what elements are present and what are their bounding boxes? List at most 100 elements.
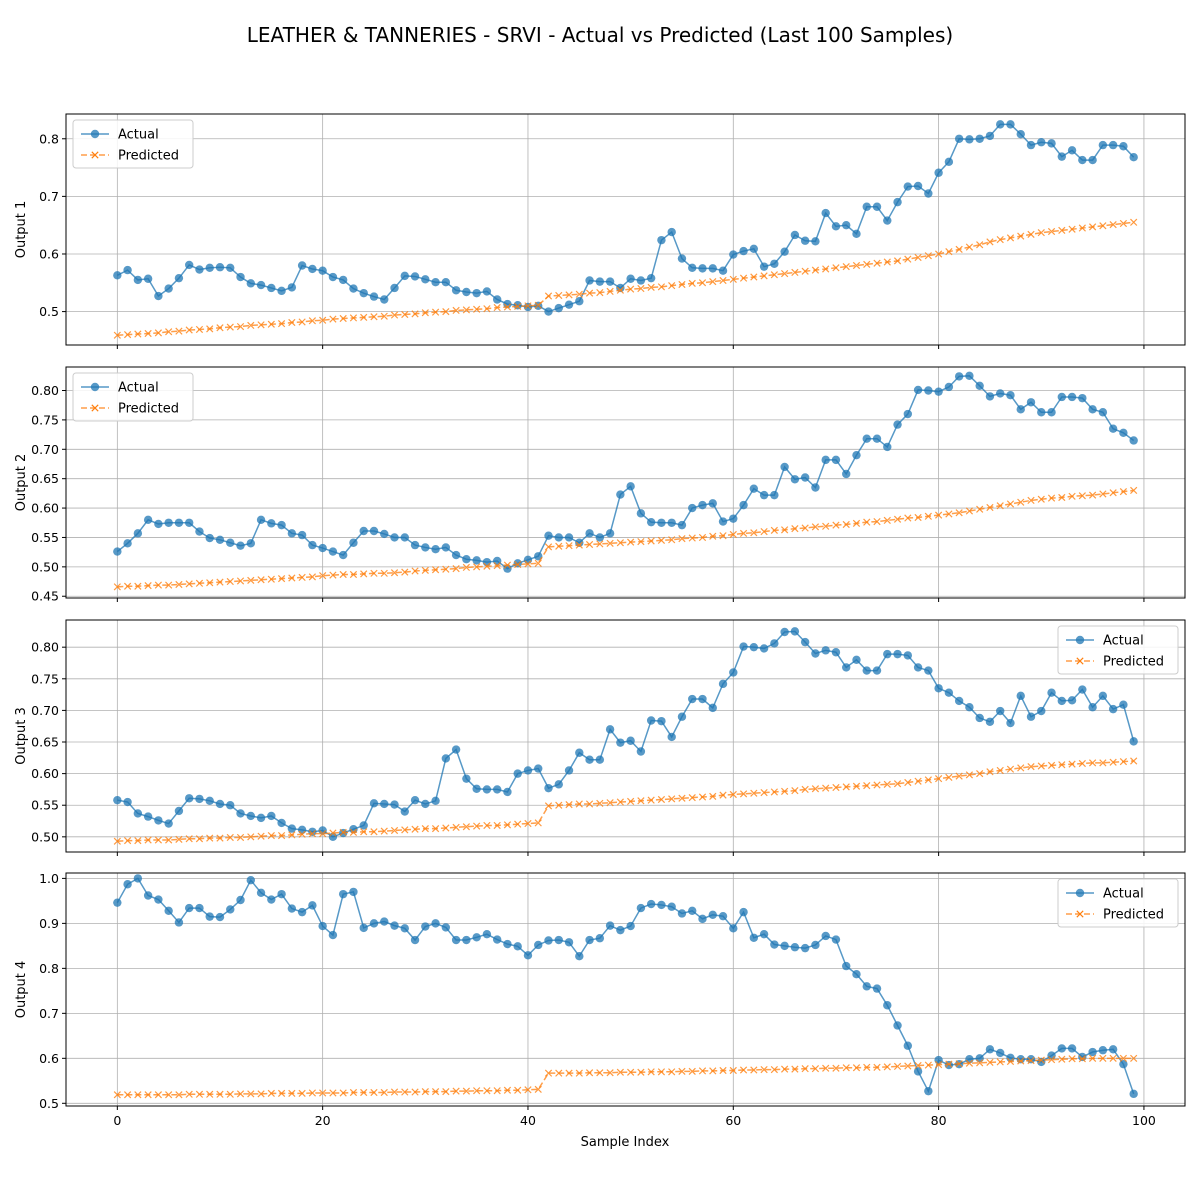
point-actual — [985, 1045, 995, 1054]
point-actual — [1098, 1046, 1108, 1055]
point-actual — [534, 764, 543, 773]
point-predicted — [544, 543, 553, 551]
point-actual — [996, 706, 1005, 716]
point-actual — [308, 540, 317, 550]
point-actual — [944, 382, 954, 392]
legend-marker-actual — [90, 129, 100, 139]
point-predicted — [668, 1068, 676, 1076]
point-predicted — [1130, 486, 1138, 495]
point-predicted — [1119, 757, 1128, 766]
point-predicted — [113, 837, 121, 845]
point-predicted — [976, 1059, 984, 1067]
point-predicted — [1130, 1054, 1138, 1062]
point-actual — [400, 271, 409, 281]
point-actual — [421, 799, 430, 809]
point-actual — [287, 283, 297, 292]
point-actual — [934, 387, 943, 396]
point-predicted — [616, 286, 624, 294]
point-actual — [1108, 424, 1118, 433]
point-predicted — [585, 289, 594, 297]
point-actual — [821, 646, 830, 655]
point-predicted — [873, 781, 881, 789]
axes-frame — [65, 619, 1186, 853]
y-axis-label: Output 2 — [14, 454, 29, 512]
point-predicted — [185, 835, 193, 843]
point-actual — [226, 905, 235, 914]
point-actual — [133, 874, 143, 883]
series-line-actual — [116, 877, 1135, 1095]
point-predicted — [534, 1085, 542, 1093]
point-predicted — [1017, 498, 1025, 506]
point-actual — [349, 284, 358, 293]
point-predicted — [770, 271, 778, 279]
point-predicted — [226, 323, 234, 331]
point-predicted — [319, 1089, 327, 1097]
point-actual — [184, 260, 194, 270]
point-actual — [164, 518, 173, 527]
point-actual — [267, 283, 276, 293]
point-actual — [595, 755, 605, 764]
legend-label-actual: Actual — [118, 128, 159, 143]
point-predicted — [175, 580, 183, 589]
point-predicted — [678, 1067, 686, 1075]
point-actual — [729, 668, 738, 677]
point-predicted — [339, 828, 347, 837]
point-actual — [431, 545, 440, 554]
point-predicted — [216, 1090, 224, 1098]
point-predicted — [1109, 758, 1117, 766]
point-predicted — [288, 574, 296, 582]
point-predicted — [473, 563, 481, 571]
point-predicted — [421, 566, 429, 574]
point-actual — [605, 725, 615, 734]
point-predicted — [657, 536, 666, 545]
point-actual — [328, 547, 338, 556]
point-predicted — [1017, 232, 1025, 240]
point-actual — [277, 889, 286, 899]
subplot-1: 0.5 0.6 0.7 0.8 Output 1 Actual Predicted — [14, 113, 1186, 349]
point-actual — [883, 649, 892, 659]
point-predicted — [719, 1066, 727, 1075]
y-tick-label: 0.60 — [31, 766, 59, 781]
point-actual — [954, 134, 964, 143]
series-line-predicted — [117, 760, 1134, 842]
point-predicted — [339, 1089, 347, 1097]
point-actual — [1129, 737, 1138, 746]
point-predicted — [1078, 1055, 1086, 1063]
point-actual — [636, 747, 646, 756]
point-actual — [1047, 408, 1056, 417]
point-actual — [174, 273, 184, 283]
point-predicted — [1099, 490, 1107, 498]
point-actual — [1016, 1055, 1025, 1064]
point-actual — [842, 961, 851, 971]
point-predicted — [134, 1091, 142, 1099]
point-predicted — [360, 313, 368, 321]
legend: Actual Predicted — [72, 372, 194, 422]
y-tick-label: 0.8 — [39, 131, 59, 146]
point-actual — [431, 278, 440, 287]
point-predicted — [688, 534, 696, 542]
point-actual — [205, 912, 214, 921]
point-actual — [267, 895, 276, 904]
y-tick-label: 0.80 — [31, 383, 59, 398]
point-predicted — [370, 569, 378, 577]
point-predicted — [811, 523, 820, 531]
point-actual — [985, 131, 995, 141]
point-predicted — [401, 568, 409, 576]
point-actual — [667, 227, 676, 237]
point-predicted — [780, 269, 789, 278]
legend: Actual Predicted — [1057, 625, 1179, 675]
point-predicted — [134, 330, 142, 338]
point-actual — [790, 475, 800, 484]
point-actual — [1067, 392, 1077, 402]
point-predicted — [904, 255, 912, 263]
point-actual — [113, 547, 122, 556]
point-actual — [174, 918, 184, 927]
point-predicted — [390, 826, 399, 835]
point-predicted — [206, 325, 214, 333]
point-predicted — [914, 777, 922, 785]
point-predicted — [770, 526, 778, 535]
point-actual — [996, 1048, 1005, 1058]
point-predicted — [401, 310, 409, 319]
point-actual — [410, 540, 420, 550]
point-predicted — [483, 305, 491, 313]
